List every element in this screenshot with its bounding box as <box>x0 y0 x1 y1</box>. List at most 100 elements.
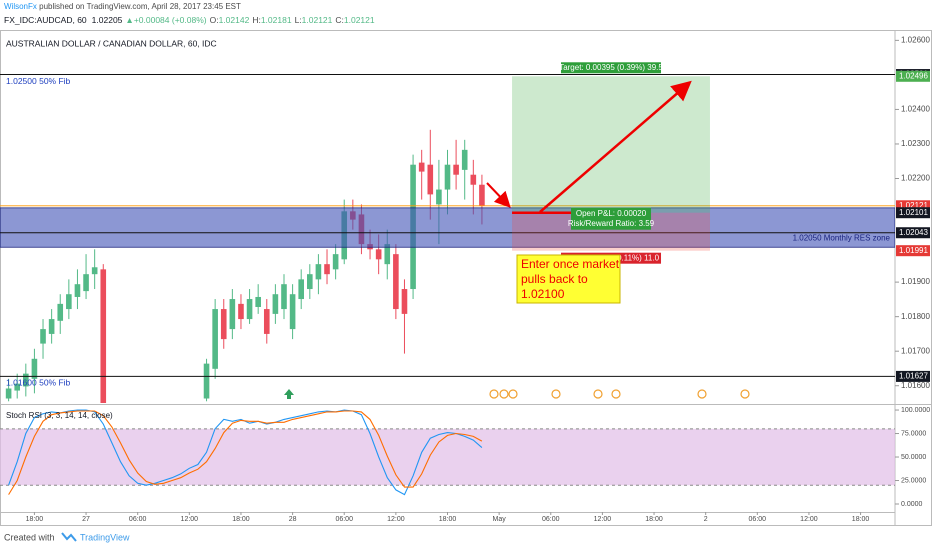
note-line: pulls back to <box>521 272 588 286</box>
center-box <box>571 207 652 230</box>
ohlc-value: 1.02121 <box>344 15 375 25</box>
candle-body <box>100 269 107 403</box>
x-tick-label: 12:00 <box>594 516 612 523</box>
ohlc-value: 1.02121 <box>302 15 333 25</box>
candle-body <box>470 174 477 185</box>
candle-body <box>48 319 55 334</box>
price-axis: 1.02600 1.02400 1.02300 1.02200 1.01900 1.018… <box>895 35 930 390</box>
arrows <box>284 80 750 399</box>
candle-body <box>246 299 253 320</box>
x-tick-label: 27 <box>82 516 90 523</box>
candle-body <box>14 383 21 391</box>
candle-body <box>203 363 210 399</box>
ohlc-label: C: <box>335 15 344 25</box>
y-tick-label: 25.0000 <box>901 477 926 484</box>
candle-body <box>401 289 408 314</box>
drawings: 1.02050 Monthly RES zone 1.02500 50% Fib 1… <box>0 74 895 388</box>
candle-body <box>427 164 434 195</box>
candle-body <box>229 299 236 330</box>
res-zone <box>0 207 895 248</box>
price-label-box <box>896 245 930 257</box>
candle-body <box>315 264 322 280</box>
y-tick-label: 1.02400 <box>901 105 930 114</box>
ohlc-label: H: <box>252 15 261 25</box>
price-label-box <box>896 207 930 219</box>
arrow <box>486 182 511 208</box>
y-tick-label: 1.01600 <box>901 381 930 390</box>
fib-label: 1.02500 50% Fib <box>6 76 71 86</box>
price-label: 1.02043 <box>899 228 928 237</box>
candle-body <box>324 264 330 275</box>
arrow <box>539 80 692 213</box>
x-tick-label: May <box>493 516 507 523</box>
x-tick-label: 12:00 <box>800 516 818 523</box>
zone-label: 1.02050 Monthly RES zone <box>793 233 891 242</box>
buy-marker <box>284 389 294 399</box>
candle-body <box>91 267 98 275</box>
price-label: 1.01991 <box>899 246 928 255</box>
x-tick-label: 18:00 <box>439 516 457 523</box>
target-area <box>512 76 710 213</box>
candle-body <box>66 294 72 310</box>
candle-body <box>461 149 468 170</box>
candle-body <box>5 388 12 399</box>
center-label: Risk/Reward Ratio: 3.59 <box>568 219 655 228</box>
x-tick-label: 06:00 <box>542 516 560 523</box>
published: published on TradingView.com, April 28, … <box>37 2 241 11</box>
x-tick-label: 18:00 <box>645 516 663 523</box>
candle-body <box>263 309 270 334</box>
candle-body <box>57 303 64 321</box>
y-tick-label: 1.01800 <box>901 312 930 321</box>
candle-body <box>220 309 227 340</box>
x-tick-label: 18:00 <box>232 516 250 523</box>
target-box <box>561 62 662 74</box>
events <box>489 389 750 399</box>
candle-body <box>238 303 244 320</box>
x-tick-label: 18:00 <box>26 516 44 523</box>
center-label: Open P&L: 0.00020 <box>576 209 647 218</box>
price-label: 1.02121 <box>899 201 928 210</box>
y-tick-label: 1.02600 <box>901 35 930 44</box>
stoch-pane <box>0 409 895 496</box>
stoch-axis: 100.0000 75.0000 50.0000 25.0000 0.0000 18:00… <box>26 407 931 523</box>
target-label: Target: 0.00395 (0.39%) 39.5 <box>559 63 663 72</box>
x-tick-label: 06:00 <box>335 516 353 523</box>
footer-brand[interactable]: TradingView <box>80 532 130 542</box>
candle-body <box>289 294 296 330</box>
price-label: 1.02496 <box>899 71 928 80</box>
candle-body <box>31 358 38 379</box>
candle-body <box>298 279 305 300</box>
candle-body <box>375 249 382 260</box>
candle-body <box>436 189 442 205</box>
candle-body <box>453 164 459 175</box>
x-tick-label: 28 <box>289 516 297 523</box>
author[interactable]: WilsonFx <box>4 2 37 11</box>
candle-body <box>212 309 218 369</box>
y-tick-label: 1.01700 <box>901 346 930 355</box>
ohlc-value: 1.02142 <box>219 15 250 25</box>
candle-body <box>332 254 339 270</box>
price: 1.02205 <box>92 15 123 25</box>
y-tick-label: 75.0000 <box>901 430 926 437</box>
y-tick-label: 1.02300 <box>901 139 930 148</box>
price-label: 1.02101 <box>899 208 928 217</box>
footer-prefix: Created with <box>4 532 55 542</box>
candle-body <box>83 274 89 292</box>
stoch-band <box>0 428 895 486</box>
symbol-line: FX_IDC:AUDCAD, 60 1.02205 ▲+0.00084 (+0.08… <box>4 15 375 25</box>
candle-body <box>307 274 313 290</box>
x-tick-label: 06:00 <box>749 516 767 523</box>
header-line: WilsonFx published on TradingView.com, A… <box>4 2 241 11</box>
candle-body <box>281 284 287 310</box>
chart-title: AUSTRALIAN DOLLAR / CANADIAN DOLLAR, 60,… <box>6 38 217 48</box>
fib-label: 1.01600 50% Fib <box>6 378 71 388</box>
y-tick-label: 100.0000 <box>901 407 930 414</box>
candle-body <box>444 164 451 190</box>
candle-body <box>418 162 425 172</box>
price-label-box <box>896 370 930 382</box>
stoch-title: Stoch RSI (3, 3, 14, 14, close) <box>6 411 113 420</box>
stoch-line <box>8 410 483 495</box>
candle-body <box>255 296 261 307</box>
symbol: FX_IDC:AUDCAD, 60 <box>4 15 87 25</box>
